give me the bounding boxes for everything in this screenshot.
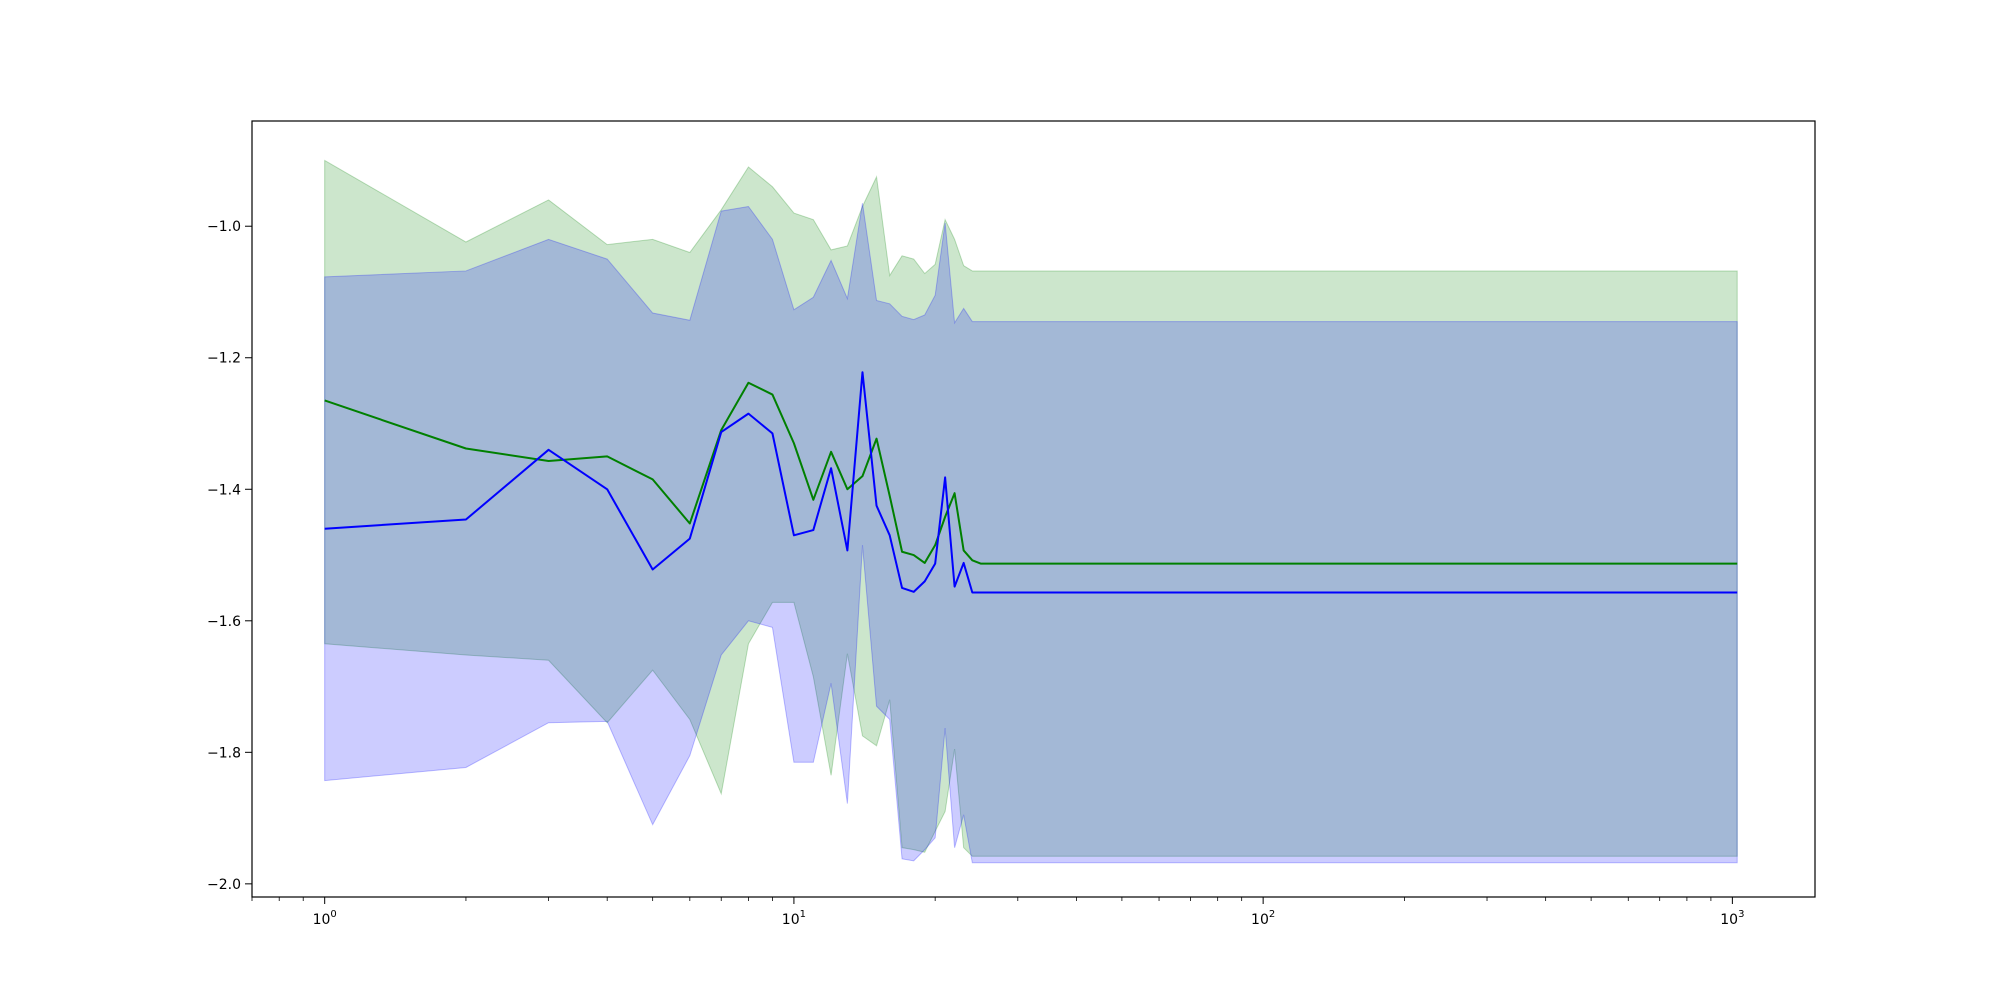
- confidence-bands: [324, 159, 1738, 864]
- y-tick-label: −1.8: [207, 745, 241, 761]
- x-tick-label: 101: [782, 909, 806, 928]
- x-tick-label: 102: [1251, 909, 1275, 928]
- x-axis: 100 101 102 103: [251, 897, 1744, 928]
- y-tick-label: −1.4: [207, 482, 241, 498]
- x-tick-label: 103: [1720, 909, 1744, 928]
- y-tick-label: −1.6: [207, 614, 241, 630]
- y-tick-label: −1.0: [207, 219, 241, 235]
- x-tick-label: 100: [313, 909, 337, 928]
- band-series-1: [324, 159, 1738, 857]
- y-tick-label: −2.0: [207, 877, 241, 893]
- y-axis: −1.0 −1.2 −1.4 −1.6 −1.8 −2.0: [207, 219, 252, 893]
- plot-frame: [251, 120, 1816, 898]
- series-lines: [324, 371, 1738, 594]
- band-series-2: [324, 203, 1738, 864]
- line-series-1: [324, 381, 1738, 565]
- line-series-2: [324, 371, 1738, 594]
- y-tick-label: −1.2: [207, 351, 241, 367]
